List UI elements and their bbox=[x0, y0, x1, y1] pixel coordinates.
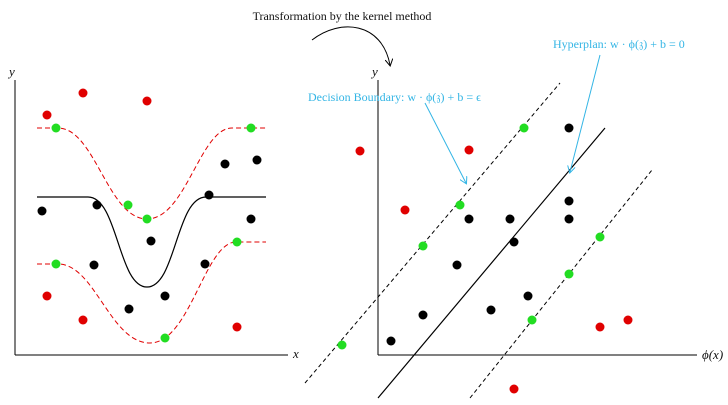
left-point-class-b bbox=[252, 155, 262, 165]
right-support-point bbox=[455, 200, 465, 210]
left-point-class-b bbox=[200, 259, 210, 269]
right-y-label: y bbox=[370, 64, 378, 79]
left-support-point bbox=[51, 259, 61, 269]
left-x-label: x bbox=[292, 346, 299, 361]
left-point-class-b bbox=[92, 200, 102, 210]
right-support-point bbox=[595, 232, 605, 242]
right-point-class-a bbox=[400, 205, 410, 215]
left-support-point bbox=[51, 123, 61, 133]
right-point-class-b bbox=[418, 310, 428, 320]
left-point-class-b bbox=[220, 159, 230, 169]
right-point-class-a bbox=[623, 315, 633, 325]
right-point-class-b bbox=[509, 237, 519, 247]
right-point-class-b bbox=[464, 214, 474, 224]
left-point-class-b bbox=[124, 304, 134, 314]
right-point-class-b bbox=[386, 336, 396, 346]
right-point-class-a bbox=[509, 384, 519, 394]
left-nonlinear-boundary bbox=[37, 196, 266, 288]
left-point-class-a bbox=[232, 322, 242, 332]
right-point-class-b bbox=[486, 305, 496, 315]
transformation-arrow bbox=[311, 26, 390, 65]
decision-boundary-annotation: Decision Boundary: w · ϕ(𝔷) + b = ϵ bbox=[308, 90, 481, 104]
left-y-label: y bbox=[7, 64, 15, 79]
left-point-class-a bbox=[142, 96, 152, 106]
left-point-class-b bbox=[89, 260, 99, 270]
left-support-point bbox=[142, 214, 152, 224]
left-point-class-a bbox=[42, 110, 52, 120]
left-point-class-b bbox=[160, 291, 170, 301]
right-point-class-a bbox=[464, 145, 474, 155]
right-point-class-b bbox=[564, 123, 574, 133]
left-point-class-a bbox=[78, 315, 88, 325]
right-point-class-a bbox=[595, 322, 605, 332]
right-support-point bbox=[418, 241, 428, 251]
right-support-point bbox=[337, 340, 347, 350]
right-point-class-a bbox=[355, 146, 365, 156]
left-point-class-b bbox=[246, 214, 256, 224]
left-support-point bbox=[246, 123, 256, 133]
left-point-class-a bbox=[78, 88, 88, 98]
right-point-class-b bbox=[523, 291, 533, 301]
right-support-point bbox=[519, 123, 529, 133]
left-point-class-b bbox=[204, 190, 214, 200]
right-point-class-b bbox=[564, 196, 574, 206]
hyperplan-annotation: Hyperplan: w · ϕ(𝔷) + b = 0 bbox=[553, 37, 685, 51]
right-support-point bbox=[527, 315, 537, 325]
right-point-class-b bbox=[564, 214, 574, 224]
left-support-point bbox=[232, 237, 242, 247]
right-plot: y ϕ(x) bbox=[304, 54, 723, 399]
right-point-class-b bbox=[452, 260, 462, 270]
right-support-point bbox=[564, 269, 574, 279]
decision-pointer bbox=[424, 102, 466, 183]
left-upper-margin bbox=[37, 127, 266, 220]
hyperplan-pointer bbox=[570, 54, 601, 172]
lower-margin-line bbox=[469, 169, 653, 399]
figure-title: Transformation by the kernel method bbox=[253, 9, 432, 23]
left-support-point bbox=[160, 333, 170, 343]
left-plot: y x bbox=[7, 64, 299, 361]
left-lower-margin bbox=[37, 241, 266, 344]
left-point-class-b bbox=[37, 206, 47, 216]
right-x-label: ϕ(x) bbox=[702, 347, 723, 362]
left-support-point bbox=[123, 200, 133, 210]
left-point-class-a bbox=[42, 291, 52, 301]
left-point-class-b bbox=[146, 236, 156, 246]
right-point-class-b bbox=[505, 214, 515, 224]
upper-margin-line bbox=[304, 82, 561, 384]
